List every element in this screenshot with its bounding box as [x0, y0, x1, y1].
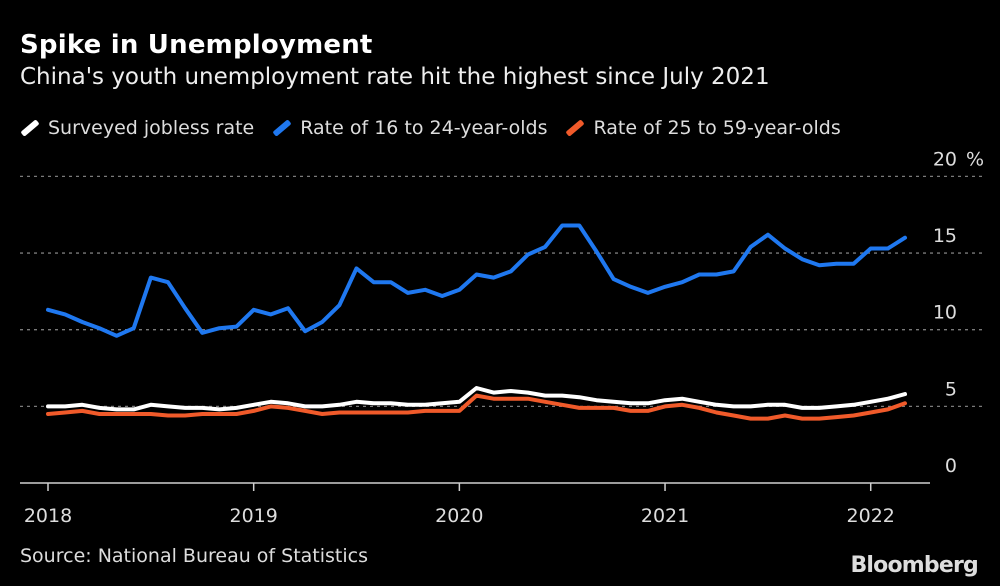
chart-subtitle: China's youth unemployment rate hit the … [20, 64, 770, 90]
y-tick-label: 10 [933, 302, 957, 324]
series-line-1 [46, 223, 907, 338]
legend-label: Rate of 16 to 24-year-olds [300, 117, 548, 139]
x-tick-label: 2021 [641, 505, 689, 527]
x-tick-label: 2018 [24, 505, 72, 527]
legend-label: Surveyed jobless rate [48, 117, 255, 139]
legend-item-adult: Rate of 25 to 59-year-olds [565, 117, 841, 139]
source-note: Source: National Bureau of Statistics [20, 545, 369, 567]
y-tick-label: 20 [933, 148, 957, 170]
legend-item-surveyed: Surveyed jobless rate [20, 117, 254, 139]
series-line-0 [46, 386, 907, 412]
y-tick-label: 5 [945, 378, 957, 400]
series-line-2 [46, 393, 907, 421]
bloomberg-logo: Bloomberg [850, 553, 978, 578]
legend: Surveyed jobless rate Rate of 16 to 24-y… [20, 117, 841, 139]
legend-label: Rate of 25 to 59-year-olds [593, 117, 841, 139]
y-unit-label: % [966, 148, 984, 170]
legend-item-youth: Rate of 16 to 24-year-olds [272, 117, 547, 139]
x-tick-label: 2019 [230, 505, 278, 527]
x-tick-label: 2022 [847, 505, 895, 527]
chart-title: Spike in Unemployment [20, 30, 373, 60]
y-tick-label: 0 [945, 455, 957, 477]
x-tick-label: 2020 [435, 505, 483, 527]
y-tick-label: 15 [933, 225, 957, 247]
